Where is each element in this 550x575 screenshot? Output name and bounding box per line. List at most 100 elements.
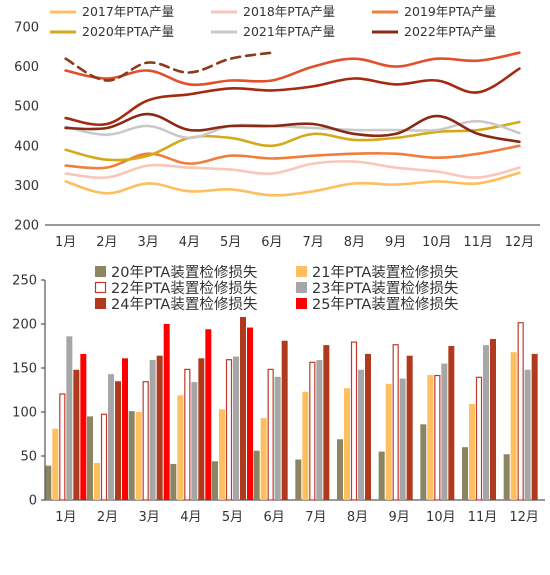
bar-3-5 [274, 376, 281, 500]
line-series-8 [64, 51, 274, 82]
bar-legend-swatch [296, 282, 307, 293]
bar-0-5 [253, 450, 260, 500]
bar-3-7 [358, 369, 364, 500]
bar-0-1 [87, 416, 93, 500]
bar-x-tick-label: 12月 [509, 510, 539, 525]
bar-4-11 [531, 353, 538, 500]
line-x-tick-label: 11月 [463, 235, 493, 250]
bar-4-8 [406, 355, 413, 500]
line-legend-label: 2018年PTA产量 [243, 4, 335, 19]
line-y-tick-label: 200 [14, 219, 39, 234]
bar-x-tick-label: 8月 [347, 510, 368, 525]
bar-legend-label: 23年PTA装置检修损失 [312, 280, 459, 297]
bar-4-0 [73, 369, 80, 500]
bar-4-9 [448, 346, 455, 500]
bar-x-tick-label: 9月 [389, 510, 410, 525]
bar-legend-label: 24年PTA装置检修损失 [111, 296, 258, 313]
line-legend-label: 2020年PTA产量 [82, 24, 174, 39]
bar-chart: 0 50 100 150 200 250 1月 2月 3月 4月 5月 6月 7月 8月 9月 10月 11月 1… [12, 265, 545, 525]
bar-3-1 [108, 374, 114, 500]
bar-0-8 [378, 451, 385, 500]
bar-x-tick-label: 4月 [180, 510, 201, 525]
bar-y-tick-label: 150 [12, 362, 37, 377]
bar-3-8 [399, 378, 406, 500]
bar-0-10 [462, 447, 468, 500]
bar-1-4 [219, 409, 225, 500]
bar-3-3 [191, 382, 198, 500]
bar-y-tick-label: 250 [12, 274, 37, 289]
line-y-tick-label: 600 [14, 60, 39, 75]
bar-legend-swatch [296, 266, 307, 277]
bar-0-3 [170, 463, 177, 500]
bar-4-1 [115, 381, 121, 500]
bar-legend-swatch [95, 266, 106, 277]
line-series-6 [64, 51, 521, 87]
bar-legend-swatch [296, 298, 307, 309]
bar-5-3 [205, 329, 212, 500]
bar-x-tick-label: 11月 [468, 510, 498, 525]
line-series-1 [64, 160, 521, 180]
bar-4-4 [240, 316, 246, 500]
bar-2-7 [350, 341, 358, 501]
bar-2-11 [517, 322, 524, 501]
bar-2-2 [142, 381, 149, 501]
bar-y-tick-label: 200 [12, 318, 37, 333]
line-chart: 200 300 400 500 600 700 1月 2月 3月 4月 5月 6月 7月 8月 9月 10月 1… [14, 4, 540, 250]
bar-4-5 [281, 340, 288, 500]
line-y-tick-label: 300 [14, 179, 39, 194]
bar-2-1 [100, 413, 108, 501]
line-series-0 [64, 171, 521, 197]
bar-1-7 [344, 388, 350, 500]
bar-2-4 [225, 359, 233, 501]
line-x-tick-label: 10月 [422, 235, 452, 250]
bar-2-0 [59, 393, 66, 501]
line-x-tick-label: 2月 [96, 235, 117, 250]
bar-x-tick-label: 6月 [264, 510, 285, 525]
bar-1-11 [510, 352, 517, 500]
bar-y-tick-label: 100 [12, 406, 37, 421]
line-y-tick-label: 500 [14, 100, 39, 115]
line-x-tick-label: 8月 [344, 235, 365, 250]
line-x-tick-label: 6月 [261, 235, 282, 250]
line-legend-label: 2021年PTA产量 [243, 24, 335, 39]
bar-legend-swatch [94, 281, 107, 294]
bar-5-1 [122, 358, 128, 500]
bar-1-8 [385, 383, 392, 500]
bar-2-6 [309, 361, 316, 501]
bar-0-0 [45, 465, 52, 500]
bar-0-7 [337, 439, 343, 500]
bar-4-7 [365, 353, 371, 500]
bar-1-0 [52, 428, 59, 500]
line-legend-label: 2022年PTA产量 [404, 24, 496, 39]
bar-2-5 [267, 368, 274, 501]
line-x-tick-label: 9月 [385, 235, 406, 250]
line-x-tick-label: 7月 [302, 235, 323, 250]
bar-legend-swatch [95, 298, 106, 309]
bar-x-tick-label: 7月 [305, 510, 326, 525]
line-legend-label: 2017年PTA产量 [82, 4, 174, 19]
bar-1-5 [260, 418, 267, 500]
line-series-4 [64, 119, 521, 140]
bar-0-9 [420, 424, 427, 500]
bar-legend-label: 22年PTA装置检修损失 [111, 280, 258, 297]
bar-1-6 [302, 391, 309, 500]
bar-legend-label: 20年PTA装置检修损失 [111, 265, 258, 281]
bar-5-4 [247, 327, 253, 500]
bar-1-3 [177, 395, 184, 500]
line-x-tick-label: 5月 [220, 235, 241, 250]
line-series-2 [64, 144, 521, 170]
bar-y-tick-label: 0 [29, 494, 37, 509]
bar-3-0 [66, 336, 73, 500]
bar-1-1 [94, 463, 100, 500]
line-legend-label: 2019年PTA产量 [404, 4, 496, 19]
line-x-tick-label: 12月 [505, 235, 535, 250]
bar-3-10 [483, 345, 489, 500]
bar-0-11 [503, 454, 510, 500]
bar-x-tick-label: 5月 [222, 510, 243, 525]
line-y-tick-label: 400 [14, 139, 39, 154]
bar-0-2 [128, 411, 135, 500]
bar-2-3 [184, 368, 191, 501]
bar-y-tick-label: 50 [20, 450, 37, 465]
bar-3-9 [441, 363, 448, 500]
bar-3-4 [233, 356, 239, 500]
